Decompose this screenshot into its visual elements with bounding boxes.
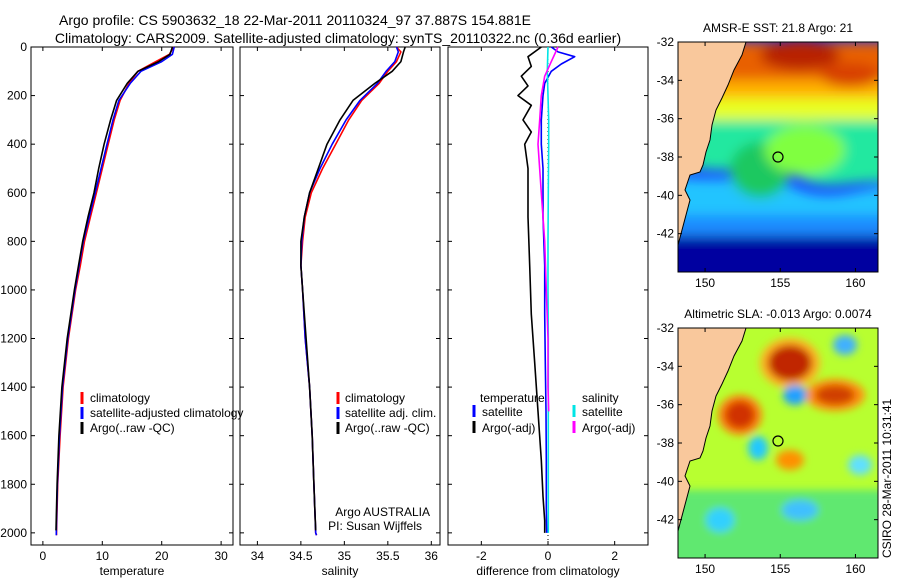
sla_map-ytick-label: -34 xyxy=(657,359,675,373)
sst-argo-location-marker xyxy=(772,151,784,163)
temperature-ytick-label: 1800 xyxy=(0,477,27,491)
legend-title-temperature: temperature xyxy=(480,391,545,405)
legend-label-sal-satellite: satellite xyxy=(582,405,623,419)
salinity-xtick-label: 35.5 xyxy=(376,549,400,563)
sla-field xyxy=(678,328,878,558)
temperature-ytick-label: 2000 xyxy=(0,526,27,540)
sst_map-xtick-label: 160 xyxy=(845,276,865,290)
figure-title-line-2: Climatology: CARS2009. Satellite-adjuste… xyxy=(55,30,621,46)
sla-map: Altimetric SLA: -0.013 Argo: 0.0074 xyxy=(657,307,879,576)
difference-series-temperature-satellite xyxy=(540,46,576,533)
difference-xtick-label: -2 xyxy=(476,549,487,563)
temperature-ytick-label: 0 xyxy=(20,40,27,54)
temperature-xtick-label: 30 xyxy=(214,549,228,563)
temperature-ytick-label: 1600 xyxy=(0,429,27,443)
salinity-series-argo-raw-qc- xyxy=(300,46,406,531)
sla_map-ytick-label: -32 xyxy=(657,321,675,335)
sst_map-xtick-label: 155 xyxy=(770,276,790,290)
legend-label-satellite: satellite adj. clim. xyxy=(345,406,436,420)
temperature-ytick-label: 1000 xyxy=(0,283,27,297)
legend-label-argo: Argo(..raw -QC) xyxy=(345,421,430,435)
temperature-legend: climatology satellite-adjusted climatolo… xyxy=(80,391,243,435)
temperature-xtick-label: 20 xyxy=(155,549,169,563)
sla-map-title: Altimetric SLA: -0.013 Argo: 0.0074 xyxy=(684,307,872,321)
temperature-xtick-label: 0 xyxy=(40,549,47,563)
sla_map-xtick-label: 155 xyxy=(770,562,790,576)
sst-map: AMSR-E SST: 21.8 Argo: 21 150 155 160 -32 -3… xyxy=(657,21,879,290)
sst_map-ytick-label: -40 xyxy=(657,188,675,202)
legend-label-temp-argo: Argo(-adj) xyxy=(482,421,535,435)
difference-series-temperature-argo-adj- xyxy=(517,46,546,533)
temperature-ytick-label: 800 xyxy=(7,234,27,248)
temperature-xlabel: temperature xyxy=(100,564,165,578)
legend-label-climatology: climatology xyxy=(345,391,405,405)
sla_map-xtick-label: 150 xyxy=(695,562,715,576)
salinity-xtick-label: 34.5 xyxy=(289,549,313,563)
sst_map-ytick-label: -34 xyxy=(657,73,675,87)
temperature-xtick-label: 10 xyxy=(96,549,110,563)
sst_map-ytick-label: -36 xyxy=(657,112,675,126)
sla_map-xtick-label: 160 xyxy=(845,562,865,576)
sla_map-ytick-label: -40 xyxy=(657,474,675,488)
csiro-timestamp: CSIRO 28-Mar-2011 10:31:41 xyxy=(880,398,894,558)
difference-xtick-label: 0 xyxy=(545,549,552,563)
sst-map-title: AMSR-E SST: 21.8 Argo: 21 xyxy=(703,21,853,35)
sst_map-ytick-label: -32 xyxy=(657,35,675,49)
pi-annotation: PI: Susan Wijffels xyxy=(328,519,422,533)
sst_map-xtick-label: 150 xyxy=(695,276,715,290)
salinity-series-satellite-adj-clim- xyxy=(300,46,400,536)
legend-label-argo: Argo(..raw -QC) xyxy=(90,421,175,435)
sst-land xyxy=(678,42,747,246)
sla_map-ytick-label: -36 xyxy=(657,398,675,412)
temperature-panel: 0 200 400 600 800 1000 1200 1400 1600 1800 2000 0 10… xyxy=(0,40,234,578)
difference-series-salinity-satellite xyxy=(546,46,550,533)
temperature-ytick-label: 200 xyxy=(7,89,27,103)
sla_map-ytick-label: -42 xyxy=(657,513,675,527)
salinity-series-climatology xyxy=(300,46,402,536)
legend-label-climatology: climatology xyxy=(90,391,150,405)
difference-xtick-label: 2 xyxy=(611,549,618,563)
salinity-xtick-label: 36 xyxy=(425,549,439,563)
sst-map-ticks: 150 155 160 -32 -34 -36 -38 -40 -42 xyxy=(657,35,878,290)
difference-legend: temperature satellite Argo(-adj) salinit… xyxy=(472,391,635,435)
temperature-ytick-label: 600 xyxy=(7,186,27,200)
legend-label-temp-satellite: satellite xyxy=(482,405,523,419)
sla_map-ytick-label: -38 xyxy=(657,436,675,450)
figure-title-line-1: Argo profile: CS 5903632_18 22-Mar-2011 … xyxy=(59,12,531,28)
salinity-axes-frame xyxy=(239,46,441,546)
sla-argo-location-marker xyxy=(772,435,784,447)
salinity-xtick-label: 34 xyxy=(251,549,265,563)
difference-series-salinity-argo-adj- xyxy=(537,46,559,412)
sst-field xyxy=(678,42,878,272)
legend-title-salinity: salinity xyxy=(582,391,619,405)
temperature-axes-frame xyxy=(30,46,234,546)
salinity-panel: 34 34.5 35 35.5 36 salinity xyxy=(239,46,441,578)
salinity-xtick-label: 35 xyxy=(338,549,352,563)
sst_map-ytick-label: -38 xyxy=(657,150,675,164)
temperature-ytick-label: 1400 xyxy=(0,380,27,394)
legend-label-satellite: satellite-adjusted climatology xyxy=(90,406,243,420)
sst_map-ytick-label: -42 xyxy=(657,227,675,241)
temperature-ytick-label: 1200 xyxy=(0,332,27,346)
salinity-legend: climatology satellite adj. clim. Argo(..… xyxy=(328,391,436,533)
sla-map-ticks: 150 155 160 -32 -34 -36 -38 -40 -42 xyxy=(657,321,878,576)
difference-xlabel: difference from climatology xyxy=(476,564,619,578)
salinity-xlabel: salinity xyxy=(322,564,359,578)
argo-program-annotation: Argo AUSTRALIA xyxy=(335,505,430,519)
temperature-series-argo-raw-qc- xyxy=(55,46,174,531)
temperature-ytick-label: 400 xyxy=(7,137,27,151)
sla-land xyxy=(678,328,747,532)
legend-label-sal-argo: Argo(-adj) xyxy=(582,421,635,435)
